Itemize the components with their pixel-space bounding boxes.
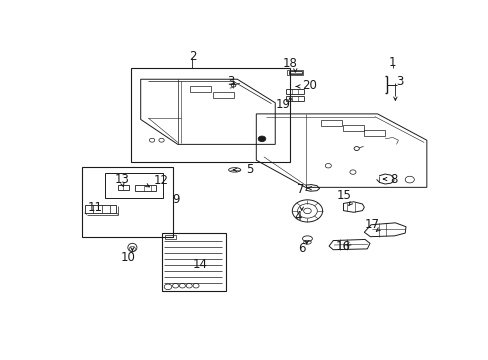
Bar <box>104 174 163 198</box>
Circle shape <box>258 136 265 141</box>
Text: 10: 10 <box>121 251 136 264</box>
Text: 8: 8 <box>389 172 397 185</box>
Text: 17: 17 <box>364 218 379 231</box>
Bar <box>118 185 128 190</box>
Text: 6: 6 <box>297 242 305 255</box>
Bar <box>161 233 225 291</box>
Text: 3: 3 <box>226 75 234 88</box>
Bar <box>164 235 175 239</box>
Text: 2: 2 <box>189 50 196 63</box>
Text: 9: 9 <box>171 193 179 206</box>
Bar <box>135 185 156 191</box>
Text: 16: 16 <box>335 240 350 253</box>
Text: 1: 1 <box>388 56 396 69</box>
Text: 7: 7 <box>296 183 304 196</box>
Bar <box>82 167 173 237</box>
Text: 14: 14 <box>193 258 208 271</box>
Text: 13: 13 <box>115 173 130 186</box>
Text: 20: 20 <box>301 79 316 92</box>
Text: 3: 3 <box>395 75 403 88</box>
Text: 11: 11 <box>87 201 102 214</box>
Text: 4: 4 <box>294 210 301 223</box>
Text: 15: 15 <box>336 189 351 202</box>
Text: 5: 5 <box>245 163 253 176</box>
Text: 18: 18 <box>283 57 297 69</box>
Bar <box>131 68 290 162</box>
Text: 19: 19 <box>275 98 290 111</box>
Text: 12: 12 <box>153 175 168 188</box>
